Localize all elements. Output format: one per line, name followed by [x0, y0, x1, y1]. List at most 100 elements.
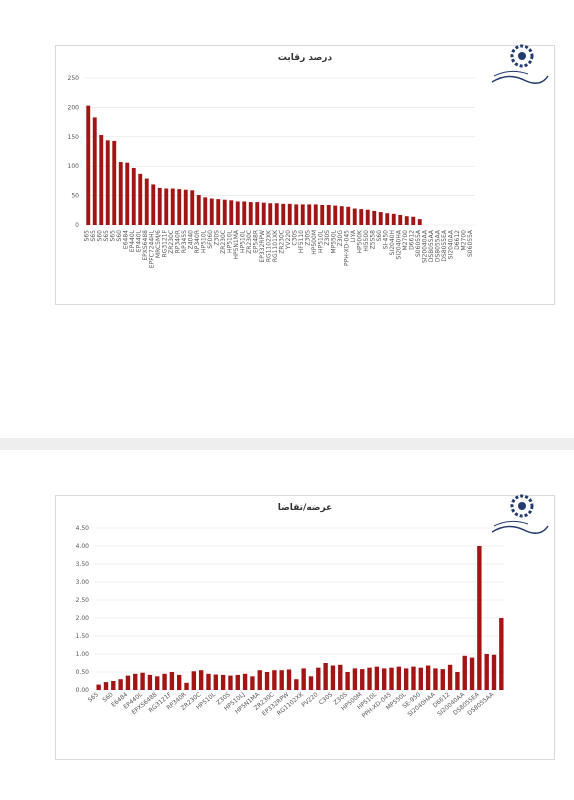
bar: [162, 673, 167, 690]
bar: [346, 206, 351, 225]
x-tick-label: D6612: [408, 230, 415, 250]
x-tick-label: S65: [103, 230, 110, 242]
bar: [378, 212, 383, 225]
bar: [462, 655, 467, 690]
bar: [140, 672, 145, 690]
x-tick-label: RP345S: [181, 230, 188, 253]
bar: [125, 675, 131, 690]
x-tick-label: RG1101XK: [272, 229, 279, 262]
bar: [447, 664, 453, 690]
bar: [144, 178, 149, 225]
bar: [248, 202, 253, 225]
bar: [170, 188, 175, 225]
bar: [220, 674, 226, 690]
bar: [235, 201, 240, 225]
bar: [433, 668, 438, 690]
bar: [242, 673, 248, 690]
x-tick-label: D6612: [454, 230, 461, 250]
bar: [294, 679, 299, 690]
bar: [308, 676, 314, 690]
x-tick-label: S65: [83, 230, 90, 242]
bar: [389, 667, 394, 690]
x-tick-label: Z30G: [337, 230, 344, 247]
x-tick-label: S06055A: [415, 229, 422, 257]
bar: [365, 209, 370, 225]
x-tick-label: EP332RPW: [259, 230, 266, 263]
bar: [184, 682, 189, 690]
y-tick-label: 200: [68, 104, 80, 111]
y-tick-label: 150: [68, 134, 80, 141]
x-tick-label: SI2040H: [389, 230, 396, 255]
x-tick-label: SI2040AA: [447, 229, 454, 259]
bar: [155, 676, 160, 690]
x-tick-label: S60: [376, 230, 383, 242]
x-tick-label: MP550L: [330, 229, 337, 253]
bar: [279, 670, 284, 690]
x-tick-label: SI20040AA: [421, 229, 428, 263]
x-tick-label: EPXS6488: [142, 230, 149, 261]
bar: [125, 162, 130, 225]
x-tick-label: C30S: [291, 230, 298, 246]
x-tick-label: HP500K: [356, 229, 363, 254]
bar: [103, 682, 109, 690]
x-tick-label: RG3121F: [161, 229, 168, 257]
bar: [477, 546, 482, 690]
bar: [196, 195, 201, 225]
bar: [177, 189, 182, 225]
x-tick-label: S60: [96, 230, 103, 242]
x-tick-label: Z30S: [213, 230, 220, 246]
chart-frame: [55, 495, 555, 760]
bar: [491, 654, 497, 690]
bar: [440, 669, 445, 690]
bar: [222, 199, 227, 225]
x-tick-label: MRC5M/6: [155, 230, 162, 258]
x-tick-label: DS8055AA: [434, 229, 441, 262]
x-tick-label: Z30S: [304, 230, 311, 246]
bar: [338, 664, 343, 690]
bar: [112, 140, 117, 225]
x-tick-label: SF060: [207, 230, 214, 249]
logo: [491, 494, 549, 534]
x-tick-label: HP500M: [311, 230, 318, 255]
bar: [111, 681, 116, 690]
bar: [92, 117, 97, 225]
bar: [359, 209, 364, 225]
x-tick-label: S06055A: [467, 229, 474, 257]
x-tick-label: EP440L: [135, 229, 142, 252]
bar: [307, 204, 312, 225]
bar: [206, 673, 211, 690]
bar: [183, 189, 188, 225]
bar: [191, 671, 197, 690]
x-tick-label: S65: [109, 230, 116, 242]
x-tick-label: ZR230C: [278, 230, 285, 254]
bar: [352, 668, 358, 690]
bar: [372, 210, 377, 225]
bar: [294, 204, 299, 225]
bar: [499, 618, 504, 690]
y-tick-label: 100: [68, 163, 80, 170]
bar: [403, 668, 409, 690]
bar: [151, 184, 156, 225]
x-tick-label: LIYA: [350, 229, 357, 242]
bar: [404, 216, 409, 225]
bar: [105, 140, 110, 225]
bar: [268, 203, 273, 225]
x-tick-label: EP440L: [129, 229, 136, 252]
logo: [491, 44, 549, 84]
bar: [374, 666, 380, 690]
bar: [286, 669, 292, 690]
bar: [198, 670, 204, 690]
bar: [213, 674, 218, 690]
bar: [398, 215, 403, 225]
x-tick-label: Z5S58: [369, 230, 376, 250]
bar: [287, 203, 292, 225]
y-tick-label: 250: [68, 75, 80, 82]
bar: [99, 135, 104, 225]
x-tick-label: M2700: [460, 230, 467, 251]
y-tick-label: 0.50: [76, 669, 90, 676]
x-tick-label: HF5110: [298, 230, 305, 253]
x-tick-label: HI5500: [363, 230, 370, 252]
x-tick-label: YV220: [285, 230, 292, 250]
bar: [86, 105, 91, 225]
bar: [333, 205, 338, 225]
